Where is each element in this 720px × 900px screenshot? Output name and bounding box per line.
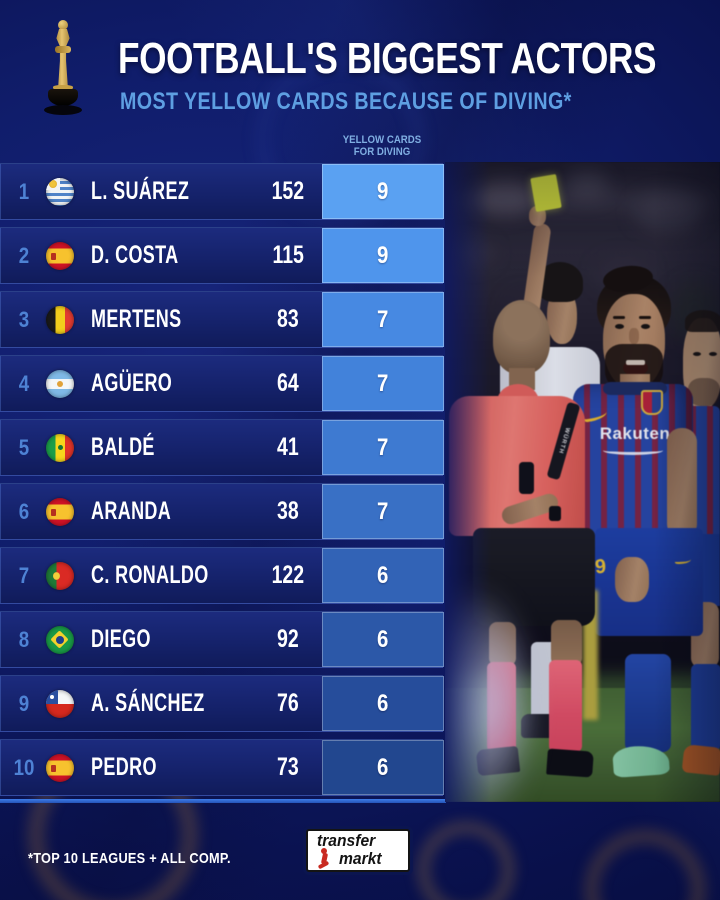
flag-icon [46, 306, 74, 334]
referee-head [493, 300, 550, 374]
table-row: 7 C. RONALDO 122 6 [0, 547, 444, 604]
diving-cards-cell: 9 [322, 228, 444, 283]
gold-bokeh-ring [418, 822, 514, 900]
flag-icon [46, 178, 74, 206]
rank-label: 2 [18, 242, 30, 268]
table-row: 2 D. COSTA 115 9 [0, 227, 444, 284]
suarez-arm [667, 428, 697, 538]
rank-label: 9 [18, 690, 30, 716]
diving-cards-cell: 7 [322, 420, 444, 475]
flag-icon [46, 754, 74, 782]
total-cards-value: 41 [277, 433, 299, 461]
suarez-hand [615, 557, 649, 602]
transfermarkt-logo: transfer markt [306, 829, 410, 872]
rank-label: 6 [18, 498, 30, 524]
referee-watch [549, 506, 561, 521]
player-name: MERTENS [91, 305, 182, 333]
total-cards-value: 38 [277, 497, 299, 525]
flag-icon [46, 690, 74, 718]
ranking-table: 1 L. SUÁREZ 152 9 2 D. COSTA 115 9 3 MER… [0, 163, 444, 803]
player-name: L. SUÁREZ [91, 177, 190, 205]
rank-label: 8 [18, 626, 30, 652]
rank-label: 10 [13, 754, 35, 780]
diving-cards-cell: 9 [322, 164, 444, 219]
total-cards-value: 73 [277, 753, 299, 781]
diving-cards-cell: 6 [322, 612, 444, 667]
page-subtitle: MOST YELLOW CARDS BECAUSE OF DIVING* [120, 88, 572, 115]
table-row: 3 MERTENS 83 7 [0, 291, 444, 348]
table-row: 8 DIEGO 92 6 [0, 611, 444, 668]
total-cards-value: 152 [271, 177, 305, 205]
photo-tint-overlay [445, 162, 720, 802]
flag-icon [46, 434, 74, 462]
total-cards-value: 92 [277, 625, 299, 653]
footnote: *TOP 10 LEAGUES + ALL COMP. [28, 850, 231, 867]
total-cards-value: 83 [277, 305, 299, 333]
player-name: D. COSTA [91, 241, 179, 269]
club-crest [641, 390, 663, 415]
referee-mic-pack [519, 462, 534, 494]
table-row: 4 AGÜERO 64 7 [0, 355, 444, 412]
sponsor-underline [603, 446, 663, 455]
table-row: 5 BALDÉ 41 7 [0, 419, 444, 476]
gold-bokeh-ring [585, 830, 705, 900]
player-right-hair [685, 310, 720, 332]
rank-label: 4 [18, 370, 30, 396]
diving-cards-cell: 7 [322, 356, 444, 411]
referee-figure-icon [321, 848, 327, 854]
player-right-beard [688, 378, 720, 406]
diving-cards-cell: 7 [322, 484, 444, 539]
diving-cards-cell: 6 [322, 548, 444, 603]
flag-icon [46, 562, 74, 590]
jersey-sponsor-text: Rakuten [575, 424, 695, 444]
total-cards-value: 76 [277, 689, 299, 717]
player-name: DIEGO [91, 625, 151, 653]
total-cards-value: 115 [272, 241, 304, 269]
diving-cards-cell: 7 [322, 292, 444, 347]
referee-sock [549, 660, 582, 752]
total-cards-value: 64 [277, 369, 299, 397]
player-name: PEDRO [91, 753, 157, 781]
logo-line-2: markt [339, 849, 382, 868]
suarez-shorts [595, 528, 703, 636]
player-name: C. RONALDO [91, 561, 209, 589]
total-cards-value: 122 [271, 561, 305, 589]
table-row: 1 L. SUÁREZ 152 9 [0, 163, 444, 220]
rank-label: 5 [18, 434, 30, 460]
diving-cards-cell: 6 [322, 676, 444, 731]
flag-icon [46, 242, 74, 270]
rank-label: 3 [18, 306, 30, 332]
flag-icon [46, 626, 74, 654]
player-name: AGÜERO [91, 369, 173, 397]
player-name: ARANDA [91, 497, 172, 525]
photo-left-fade [445, 162, 491, 802]
column-header-diving: YELLOW CARDS FOR DIVING [342, 134, 422, 158]
rank-label: 1 [18, 178, 30, 204]
table-bottom-rule [0, 799, 446, 803]
flag-icon [46, 370, 74, 398]
blue-sock-right [691, 664, 720, 750]
table-row: 9 A. SÁNCHEZ 76 6 [0, 675, 444, 732]
flag-icon [46, 498, 74, 526]
suarez-sock [625, 654, 671, 752]
rank-label: 7 [18, 562, 30, 588]
diving-cards-cell: 6 [322, 740, 444, 795]
player-name: A. SÁNCHEZ [91, 689, 205, 717]
logo-line-1: transfer [317, 831, 376, 850]
page-title: FOOTBALL'S BIGGEST ACTORS [118, 34, 657, 83]
table-row: 6 ARANDA 38 7 [0, 483, 444, 540]
oscar-trophy-icon [38, 20, 88, 116]
match-photo: Rakuten 9 WÜRTH [445, 162, 720, 802]
player-name: BALDÉ [91, 433, 155, 461]
table-row: 10 PEDRO 73 6 [0, 739, 444, 796]
